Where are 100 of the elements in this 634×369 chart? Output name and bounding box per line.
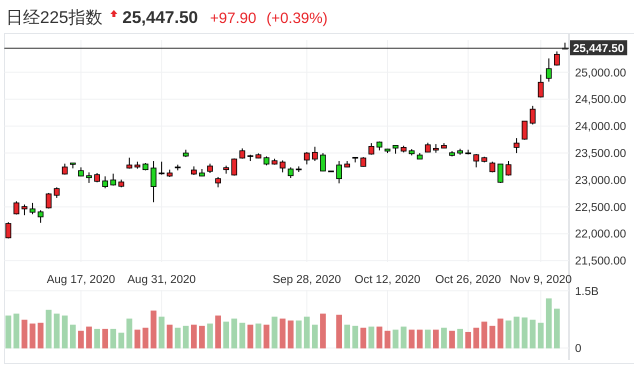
candlestick [207,163,213,174]
candlestick [514,138,520,154]
x-tick-label: Aug 31, 2020 [127,274,196,286]
y-tick-label: 23,500.00 [575,148,626,160]
bar [368,326,374,348]
candlestick [424,142,431,153]
y-tick-label: 25,000.00 [575,67,626,80]
x-tick-label: Oct 26, 2020 [435,274,502,286]
bar [166,324,173,348]
bar [506,320,512,348]
bar [320,314,326,348]
bar [344,324,350,348]
candlestick [288,166,294,178]
bar [70,324,76,348]
bar [304,316,310,348]
candlestick [30,202,36,215]
bar [38,322,44,348]
bar [231,318,238,348]
bar [530,320,536,348]
y-tick-label: 22,000.00 [575,228,626,241]
bar [272,316,278,348]
bar [207,324,213,348]
candlestick [473,154,480,168]
candlestick [554,50,560,66]
y-tick-label: 24,000.00 [575,121,626,134]
ref-line-label: 25,447.50 [573,43,624,56]
candlestick [320,152,326,172]
bar [14,314,20,348]
candlestick [360,156,366,168]
bar [465,332,472,348]
bar [46,310,52,348]
bar [457,328,463,348]
bar [522,317,528,348]
bar [416,330,423,348]
candlestick [94,172,100,183]
x-tick-label: Aug 17, 2020 [46,274,116,286]
bar [360,328,366,348]
candlestick [14,200,20,216]
bar [126,318,132,348]
candlestick [5,222,12,239]
candlestick [158,161,165,176]
bar [489,326,496,348]
bar [134,330,140,348]
bar [256,324,262,348]
bar [473,328,480,348]
bar [94,328,100,348]
y-tick-label: 22,500.00 [575,202,626,214]
x-tick-label: Sep 28, 2020 [272,274,342,286]
bar [376,326,382,348]
text: (+0.39%) [266,10,328,27]
chart-title: 日经225指数 [6,8,102,27]
y-tick-label: 23,000.00 [575,174,626,187]
candlestick [54,186,60,198]
bar [392,330,398,348]
x-tick-label: Nov 9, 2020 [510,274,572,286]
candlestick [312,146,318,162]
candlestick [150,160,156,203]
bar [449,330,455,348]
bar [498,318,504,348]
bar [78,330,84,348]
bar [296,320,302,348]
text: +97.90 [210,10,256,27]
bar [54,314,60,348]
bar [546,298,552,348]
bar [182,326,189,348]
bar [174,328,181,348]
bar [288,320,294,348]
bar [514,316,520,348]
bar [538,322,544,348]
bar [432,330,439,348]
bar [239,322,246,348]
bar [142,328,148,348]
candlestick [215,176,221,188]
bar [441,328,447,348]
bar [481,322,488,348]
bar [118,332,124,348]
candlestick [498,164,504,184]
candlestick [530,105,536,125]
candlestick [489,161,496,173]
bar [5,316,12,348]
candlestick [522,120,528,140]
bar [247,324,254,348]
bar [223,322,230,348]
bar [400,326,407,348]
candlestick [38,210,44,224]
bar [190,324,197,348]
bar [86,326,92,348]
bar [336,314,342,348]
bar [150,310,156,348]
bar [199,326,205,348]
candlestick [86,172,92,184]
text: 25,447.50 [122,8,198,27]
y-tick-label: 0 [575,343,582,355]
bar [215,316,221,348]
candlestick [280,160,286,173]
candlestick [546,58,552,82]
y-tick-label: 1.5B [575,286,599,298]
bar [102,328,108,348]
x-tick-label: Oct 12, 2020 [354,274,420,286]
bar [22,320,28,348]
